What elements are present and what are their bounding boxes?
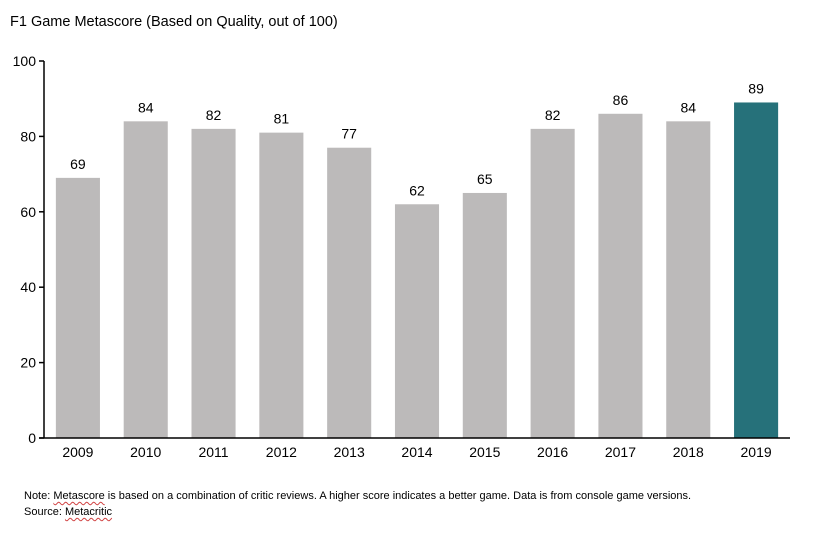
data-label-2018: 84 (680, 99, 696, 115)
x-tick-label: 2010 (130, 444, 161, 460)
x-tick-label: 2015 (469, 444, 500, 460)
y-tick-label: 100 (13, 53, 37, 69)
bars-group (55, 102, 779, 439)
x-tick-label: 2009 (62, 444, 93, 460)
x-axis: 2009 2010 2011 2012 2013 2014 2015 2016 2017 2018… (39, 437, 790, 460)
note-text: is based on a combination of critic revi… (104, 490, 692, 502)
bar-2011 (191, 128, 236, 439)
bar-2018 (666, 121, 711, 438)
note-line: Note: Metascore is based on a combinatio… (24, 488, 691, 504)
y-tick-label: 20 (20, 355, 36, 371)
data-label-2012: 81 (274, 111, 290, 127)
bar-2012 (259, 132, 304, 438)
x-tick-label: 2016 (537, 444, 568, 460)
bar-2016 (530, 128, 575, 439)
data-labels-group: 69 84 82 81 77 62 65 82 86 84 89 (70, 80, 764, 198)
bar-2019 (734, 102, 779, 438)
source-line: Source: Metacritic (24, 504, 691, 520)
y-tick-label: 60 (20, 204, 36, 220)
source-name: Metacritic (64, 506, 113, 518)
x-tick-label: 2017 (605, 444, 636, 460)
chart-title: F1 Game Metascore (Based on Quality, out… (10, 14, 338, 30)
note-keyword: Metascore (53, 490, 105, 502)
bar-2017 (598, 113, 643, 438)
x-tick-label: 2018 (673, 444, 704, 460)
x-tick-label: 2014 (401, 444, 432, 460)
data-label-2016: 82 (545, 107, 561, 123)
data-label-2013: 77 (341, 126, 357, 142)
bar-2013 (327, 147, 372, 438)
data-label-2014: 62 (409, 182, 425, 198)
data-label-2017: 86 (613, 92, 629, 108)
footnote: Note: Metascore is based on a combinatio… (24, 488, 691, 520)
data-label-2011: 82 (206, 107, 222, 123)
data-label-2010: 84 (138, 99, 154, 115)
x-tick-label: 2013 (334, 444, 365, 460)
y-tick-label: 0 (28, 430, 36, 446)
bar-2009 (55, 177, 100, 438)
bar-2015 (462, 192, 507, 438)
data-label-2019: 89 (748, 80, 764, 96)
x-tick-label: 2019 (741, 444, 772, 460)
y-axis: 0 20 40 60 80 100 (13, 53, 45, 446)
bar-2010 (123, 121, 168, 438)
x-tick-label: 2012 (266, 444, 297, 460)
data-label-2009: 69 (70, 156, 86, 172)
bar-2014 (394, 204, 440, 438)
y-tick-label: 80 (20, 128, 36, 144)
y-tick-label: 40 (20, 279, 36, 295)
data-label-2015: 65 (477, 171, 493, 187)
source-prefix: Source: (24, 506, 65, 518)
x-tick-label: 2011 (198, 444, 228, 460)
note-prefix: Note: (24, 490, 54, 502)
